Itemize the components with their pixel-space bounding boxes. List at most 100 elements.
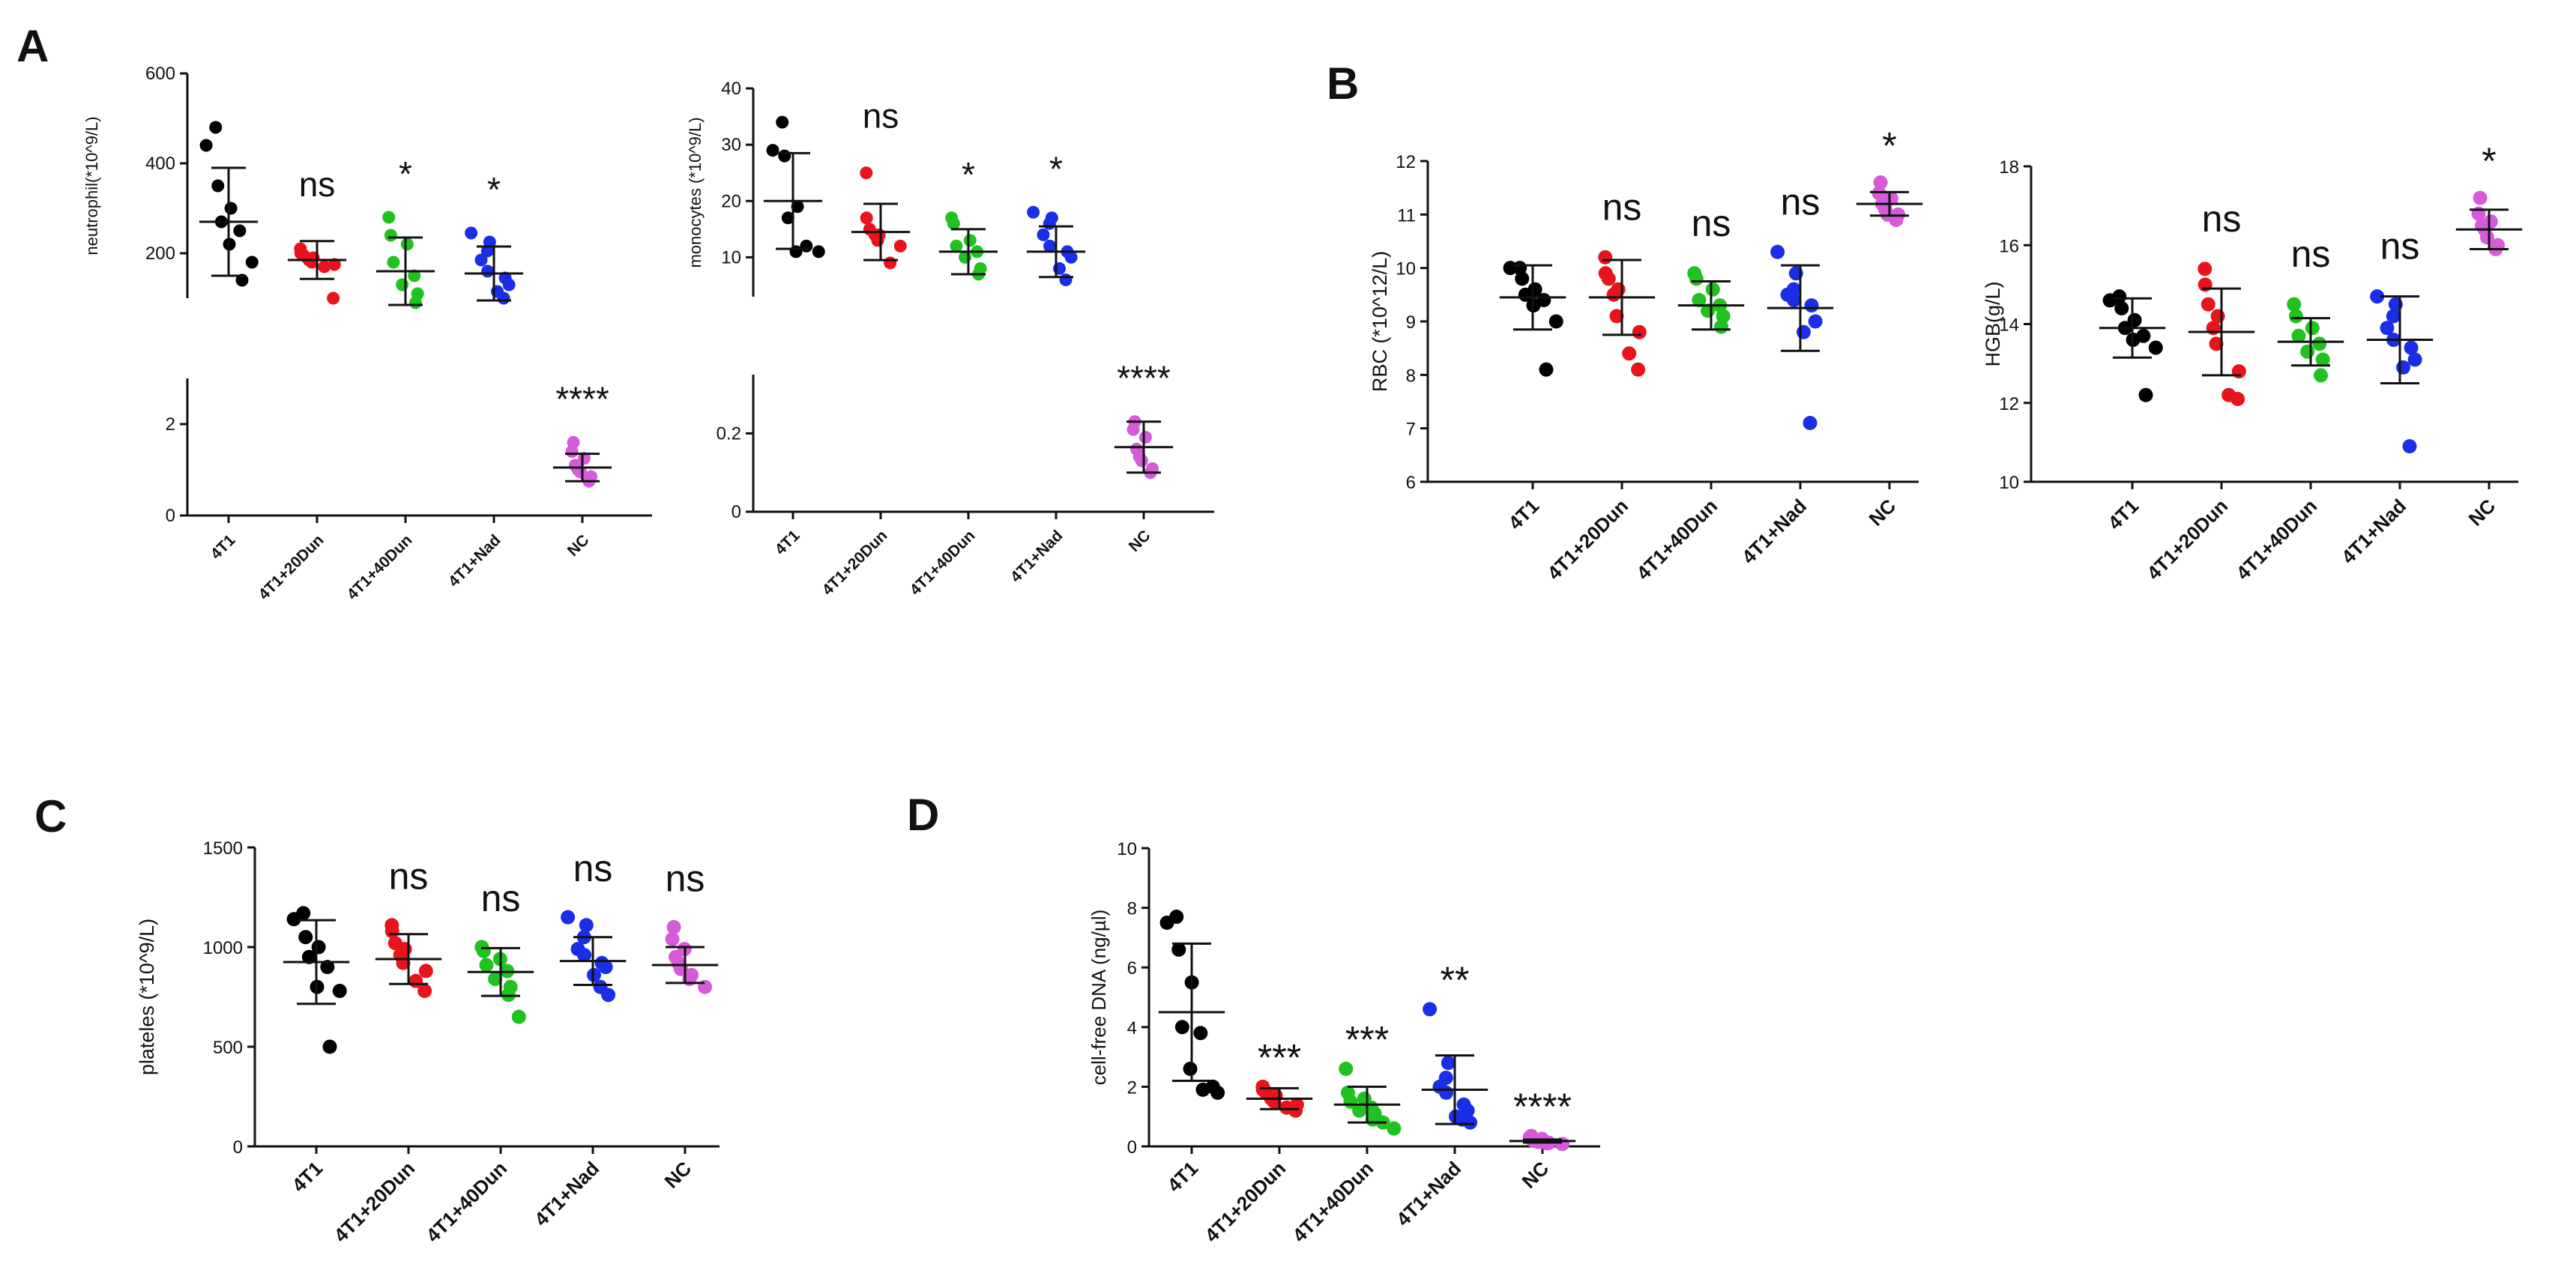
p0-y-axis-title: neutrophil(*10^9/L) bbox=[82, 116, 101, 255]
p1-point-3-6 bbox=[1064, 250, 1078, 264]
p4-point-3-6 bbox=[598, 960, 613, 975]
p4-point-2-8 bbox=[511, 1009, 526, 1024]
p5-ytick-label-1: 2 bbox=[1127, 1077, 1137, 1098]
p0-point-2-0 bbox=[382, 211, 396, 224]
p5-point-3-4 bbox=[1439, 1085, 1454, 1100]
p1-point-1-7 bbox=[884, 256, 897, 270]
p2-point-1-8 bbox=[1631, 362, 1646, 377]
p1-point-2-2 bbox=[963, 234, 977, 247]
p1-point-4-2 bbox=[1138, 431, 1152, 444]
p4-point-2-5 bbox=[488, 972, 503, 987]
p3-point-2-6 bbox=[2315, 352, 2330, 367]
p2-ytick-label-3: 9 bbox=[1406, 312, 1416, 333]
p3-point-2-5 bbox=[2300, 344, 2315, 359]
p2-category-label-2: 4T1+40Dun bbox=[1632, 495, 1722, 584]
p3-y-axis-title: HGB(g/L) bbox=[1982, 281, 2004, 366]
p5-category-label-1: 4T1+20Dun bbox=[1200, 1157, 1290, 1247]
p3-point-1-2 bbox=[2201, 297, 2215, 312]
p2-ytick-label-0: 6 bbox=[1406, 473, 1416, 493]
p3-category-label-2: 4T1+40Dun bbox=[2231, 495, 2321, 584]
p4-point-1-8 bbox=[417, 984, 432, 999]
p1-point-0-6 bbox=[789, 245, 803, 258]
p2-significance-3: ns bbox=[1781, 181, 1821, 223]
panel-letter-a: A bbox=[16, 21, 49, 71]
p2-point-2-2 bbox=[1705, 282, 1720, 297]
p3-category-label-4: NC bbox=[2464, 495, 2500, 530]
p2-point-3-7 bbox=[1796, 324, 1811, 339]
p4-ytick-label-2: 1000 bbox=[203, 938, 243, 958]
p3-point-1-5 bbox=[2209, 336, 2224, 351]
p3-point-3-0 bbox=[2370, 289, 2385, 304]
p5-ytick-label-0: 0 bbox=[1127, 1137, 1137, 1158]
p3-point-3-5 bbox=[2404, 340, 2419, 355]
p5-point-2-9 bbox=[1387, 1121, 1402, 1136]
p2-point-4-0 bbox=[1873, 175, 1888, 190]
p1-ytick-label-top-1: 20 bbox=[721, 191, 741, 211]
p3-ytick-label-2: 14 bbox=[1999, 315, 2019, 336]
p0-category-label-1: 4T1+20Dun bbox=[256, 531, 328, 603]
p5-category-label-2: 4T1+40Dun bbox=[1288, 1157, 1378, 1247]
p3-point-2-2 bbox=[2305, 321, 2320, 336]
p4-y-axis-title: plateles (*10^9/L) bbox=[136, 919, 158, 1075]
p0-point-4-5 bbox=[573, 465, 587, 479]
p5-point-0-2 bbox=[1171, 942, 1186, 957]
p4-category-label-3: 4T1+Nad bbox=[530, 1157, 603, 1230]
p1-point-3-0 bbox=[1027, 205, 1040, 219]
p0-ytick-label-top-2: 600 bbox=[145, 64, 175, 84]
p2-point-0-7 bbox=[1548, 314, 1563, 329]
p2-category-label-3: 4T1+Nad bbox=[1737, 495, 1811, 568]
p3-significance-1: ns bbox=[2202, 198, 2242, 240]
p0-point-1-6 bbox=[328, 258, 341, 271]
p3-ytick-label-1: 12 bbox=[1999, 394, 2019, 414]
p4-significance-1: ns bbox=[389, 856, 429, 898]
p4-point-0-7 bbox=[332, 984, 347, 999]
p1-point-1-0 bbox=[860, 166, 873, 180]
p1-point-3-2 bbox=[1043, 217, 1056, 230]
p0-significance-1: ns bbox=[299, 165, 336, 204]
p5-point-3-1 bbox=[1441, 1056, 1456, 1071]
p0-category-label-4: NC bbox=[564, 531, 593, 560]
p5-point-0-1 bbox=[1159, 916, 1174, 930]
p4-point-1-6 bbox=[418, 964, 433, 979]
p5-point-1-8 bbox=[1288, 1103, 1303, 1118]
p1-point-0-7 bbox=[812, 245, 825, 258]
p4-point-0-5 bbox=[320, 960, 335, 975]
p1-point-3-4 bbox=[1043, 239, 1057, 253]
p1-point-0-1 bbox=[766, 144, 779, 157]
p0-point-2-2 bbox=[400, 238, 414, 251]
p0-ytick-label-bottom-0: 0 bbox=[166, 506, 175, 526]
p0-significance-2: * bbox=[399, 154, 412, 193]
p5-ytick-label-3: 6 bbox=[1127, 958, 1137, 979]
panel-letter-d: D bbox=[907, 790, 939, 840]
panel-letter-b: B bbox=[1327, 58, 1359, 109]
p1-point-1-6 bbox=[893, 239, 907, 253]
p5-point-0-9 bbox=[1210, 1085, 1225, 1100]
p2-point-1-5 bbox=[1609, 309, 1624, 324]
p3-ytick-label-3: 16 bbox=[1999, 236, 2019, 256]
p2-category-label-1: 4T1+20Dun bbox=[1542, 495, 1632, 584]
p0-point-0-2 bbox=[211, 179, 225, 193]
p0-ytick-label-top-1: 400 bbox=[145, 154, 175, 174]
p3-point-0-8 bbox=[2138, 387, 2153, 402]
p2-point-2-3 bbox=[1692, 292, 1707, 307]
p1-significance-2: * bbox=[962, 155, 975, 194]
p0-ytick-label-bottom-1: 2 bbox=[166, 414, 175, 435]
p0-point-1-7 bbox=[318, 260, 331, 273]
p5-ytick-label-5: 10 bbox=[1117, 839, 1137, 859]
p2-point-1-7 bbox=[1622, 346, 1637, 361]
p5-point-0-4 bbox=[1174, 1020, 1189, 1035]
p2-ytick-label-5: 11 bbox=[1397, 205, 1416, 226]
p0-point-2-3 bbox=[387, 256, 400, 269]
p2-point-1-2 bbox=[1601, 271, 1616, 286]
p0-point-3-2 bbox=[480, 244, 494, 258]
p2-y-axis-title: RBC (*10^12/L) bbox=[1369, 251, 1391, 392]
p0-point-3-6 bbox=[502, 278, 516, 291]
p0-point-2-4 bbox=[408, 269, 421, 282]
p3-point-2-7 bbox=[2314, 368, 2329, 383]
p2-significance-2: ns bbox=[1692, 202, 1731, 244]
p2-ytick-label-2: 8 bbox=[1406, 366, 1416, 386]
p4-category-label-0: 4T1 bbox=[287, 1157, 327, 1197]
p2-point-1-0 bbox=[1598, 250, 1613, 264]
p1-point-0-2 bbox=[778, 149, 791, 163]
p0-point-2-7 bbox=[409, 296, 423, 309]
